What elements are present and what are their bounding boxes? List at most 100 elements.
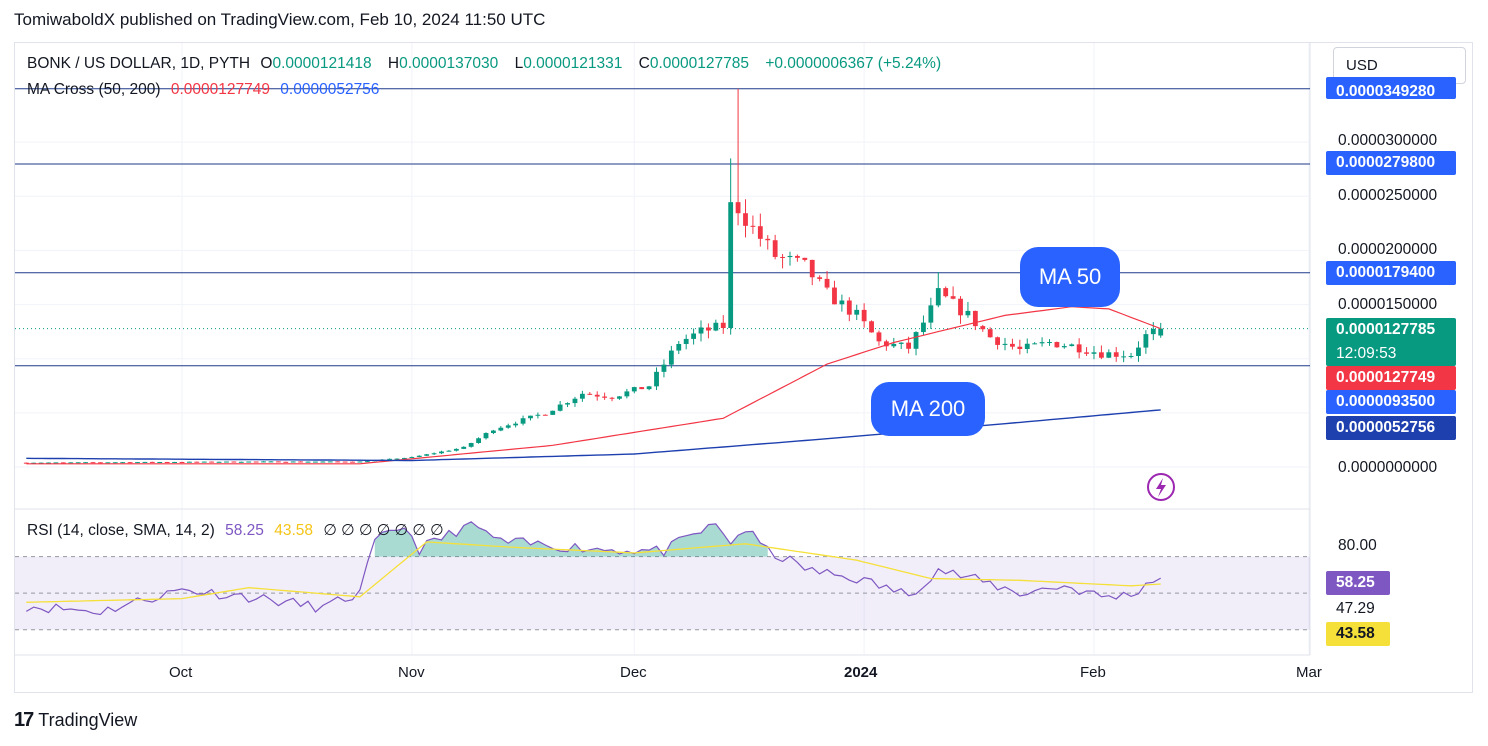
- candle-body: [149, 461, 155, 463]
- time-tick: Feb: [1080, 664, 1106, 681]
- candle-body: [135, 462, 140, 464]
- candle-body: [913, 332, 919, 349]
- rsi-tag: 58.25: [1326, 571, 1390, 595]
- candle-body: [794, 255, 800, 258]
- price-tick: 0.0000300000: [1338, 132, 1438, 149]
- candle-body: [958, 298, 963, 316]
- candle-body: [631, 387, 637, 392]
- candle-body: [231, 461, 237, 463]
- candle-body: [268, 461, 274, 463]
- tradingview-name: TradingView: [38, 710, 138, 730]
- candle-body: [587, 393, 593, 395]
- candle-body: [305, 461, 311, 463]
- candle-body: [987, 329, 993, 338]
- candle-body: [342, 461, 348, 463]
- chart-frame[interactable]: [14, 42, 1473, 693]
- candle-body: [490, 430, 496, 434]
- candle-body: [46, 462, 51, 464]
- candle-body: [1054, 342, 1060, 348]
- current-price-tag: 0.0000127785 12:09:53: [1326, 318, 1456, 366]
- candle-body: [172, 462, 177, 464]
- candle-body: [201, 461, 207, 463]
- candle-body: [706, 327, 711, 331]
- candle-body: [728, 202, 734, 328]
- candle-body: [1098, 352, 1104, 358]
- ma200-price-tag: 0.0000052756: [1326, 416, 1456, 440]
- candle-body: [461, 446, 467, 449]
- candle-body: [891, 343, 897, 347]
- candle-body: [698, 327, 704, 334]
- candle-body: [513, 423, 519, 426]
- open-label: O0.0000121418: [260, 55, 372, 72]
- candle-body: [572, 398, 578, 404]
- candle-body: [906, 342, 912, 349]
- candle-body: [275, 461, 281, 463]
- candle-body: [832, 287, 837, 305]
- candle-body: [661, 364, 667, 372]
- candle-body: [1121, 356, 1127, 358]
- rsi-title[interactable]: RSI (14, close, SMA, 14, 2): [27, 522, 215, 539]
- candle-body: [357, 461, 363, 463]
- candle-body: [928, 305, 934, 323]
- candle-body: [757, 226, 763, 239]
- candle-body: [439, 451, 444, 454]
- candle-body: [787, 255, 793, 258]
- candle-body: [972, 310, 978, 327]
- ma-cross-title[interactable]: MA Cross (50, 200): [27, 81, 161, 98]
- candle-body: [60, 462, 66, 464]
- low-value: 0.0000121331: [523, 55, 623, 72]
- candle-body: [1010, 343, 1015, 347]
- candle-body: [224, 461, 229, 463]
- rsi-value: 58.25: [225, 522, 264, 539]
- ma200-annotation[interactable]: MA 200: [871, 382, 985, 436]
- candle-body: [105, 462, 111, 464]
- candle-body: [528, 415, 533, 419]
- candle-body: [676, 343, 682, 351]
- ohlc-legend: BONK / US DOLLAR, 1D, PYTH O0.0000121418…: [27, 55, 947, 73]
- candle-body: [298, 461, 304, 463]
- candle-body: [253, 461, 259, 463]
- candle-body: [765, 238, 771, 241]
- candle-body: [617, 396, 622, 399]
- footer-brand[interactable]: 17 TradingView: [14, 709, 137, 732]
- candle-body: [90, 462, 96, 464]
- candle-body: [431, 453, 437, 455]
- candle-body: [550, 410, 556, 415]
- candle-body: [179, 462, 185, 464]
- candle-body: [683, 338, 689, 344]
- candle-body: [743, 213, 748, 226]
- candle-body: [935, 288, 941, 306]
- candle-body: [483, 433, 489, 439]
- high-value: 0.0000137030: [399, 55, 499, 72]
- ma50-price-tag: 0.0000127749: [1326, 366, 1456, 390]
- candle-body: [594, 394, 600, 397]
- candle-body: [861, 309, 867, 322]
- rsi-tick: 80.00: [1338, 537, 1377, 554]
- lightning-bolt: [1156, 478, 1166, 497]
- candle-body: [75, 462, 81, 464]
- candle-body: [1061, 346, 1067, 348]
- candle-body: [68, 462, 74, 464]
- ma50-annotation[interactable]: MA 50: [1020, 247, 1120, 307]
- candle-body: [142, 461, 148, 463]
- candle-body: [876, 332, 882, 342]
- candle-body: [1158, 328, 1164, 336]
- change-value: +0.0000006367 (+5.24%): [765, 55, 942, 72]
- candle-body: [883, 341, 889, 347]
- candle-body: [1128, 356, 1134, 358]
- candle-body: [846, 300, 852, 315]
- ma50-value: 0.0000127749: [170, 81, 270, 98]
- candle-body: [520, 418, 526, 424]
- candle-body: [476, 438, 481, 444]
- candle-body: [112, 462, 118, 464]
- candle-body: [209, 461, 215, 463]
- candle-body: [320, 461, 326, 463]
- rsi-sma-line: [26, 541, 1161, 603]
- candle-body: [1143, 334, 1149, 348]
- ma-legend: MA Cross (50, 200) 0.0000127749 0.000005…: [27, 81, 385, 99]
- candle-body: [246, 461, 252, 463]
- symbol-label[interactable]: BONK / US DOLLAR, 1D, PYTH: [27, 55, 251, 72]
- candle-body: [238, 461, 244, 463]
- candle-body: [1113, 352, 1119, 357]
